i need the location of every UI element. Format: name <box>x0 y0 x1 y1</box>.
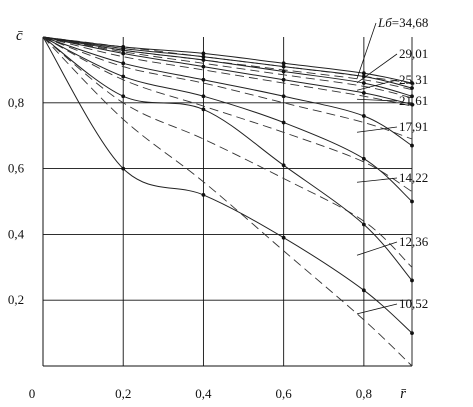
series-line <box>42 36 413 89</box>
series-label: 14,22 <box>399 170 428 185</box>
data-point <box>410 278 414 283</box>
x-axis-label: r̄ <box>400 386 406 402</box>
y-tick-label: 0,2 <box>8 292 24 307</box>
series-line-dashed <box>42 36 413 367</box>
series-line-dashed <box>42 36 413 99</box>
data-point <box>410 94 414 99</box>
series-line <box>42 36 413 202</box>
series-line-dashed <box>42 36 413 107</box>
markers <box>121 44 414 335</box>
data-point <box>201 54 206 59</box>
data-point <box>281 163 286 168</box>
series-line-dashed <box>42 36 413 91</box>
data-point <box>281 235 286 240</box>
series-leader-line <box>356 79 398 91</box>
data-point <box>361 81 366 85</box>
data-point <box>361 222 366 227</box>
x-tick-label: 0,2 <box>115 386 131 401</box>
data-point <box>410 102 414 107</box>
data-point <box>201 107 206 112</box>
series-line-dashed <box>42 36 413 268</box>
series-label: 25,31 <box>399 72 428 87</box>
series-leader-line <box>356 177 398 183</box>
data-point <box>201 58 206 62</box>
origin-label: 0 <box>29 386 36 401</box>
data-point <box>201 94 206 99</box>
series-line-dashed <box>42 36 413 140</box>
grid <box>42 37 413 367</box>
series-leader-line <box>356 126 398 133</box>
x-tick-label: 0,8 <box>356 386 372 401</box>
data-point <box>361 114 366 118</box>
tick-labels: 0,2 0,4 0,6 0,8 0,2 0,4 0,6 0,8 <box>8 95 372 401</box>
series-label: 21,61 <box>399 93 428 108</box>
data-point <box>410 86 414 90</box>
data-point <box>410 199 414 204</box>
data-point <box>121 48 126 53</box>
series-lines <box>42 36 413 367</box>
data-point <box>201 77 206 82</box>
series-label: 29,01 <box>399 46 428 61</box>
x-tick-label: 0,6 <box>276 386 293 401</box>
data-point <box>281 94 286 99</box>
data-point <box>281 77 286 82</box>
x-tick-label: 0,4 <box>195 386 212 401</box>
data-point <box>281 120 286 125</box>
series-label: 12,36 <box>399 234 429 249</box>
data-point <box>281 69 286 74</box>
series-leader-line <box>356 241 398 256</box>
data-point <box>121 94 126 99</box>
series-line-dashed <box>42 36 413 192</box>
data-point <box>410 143 414 148</box>
data-point <box>361 288 366 293</box>
data-point <box>361 91 366 95</box>
data-point <box>201 64 206 69</box>
data-point <box>121 51 126 56</box>
data-point <box>121 61 126 66</box>
data-point <box>410 81 414 85</box>
y-axis-label: c̄ <box>16 28 23 44</box>
data-point <box>201 193 206 197</box>
series-leader-line <box>356 22 377 79</box>
y-tick-label: 0,4 <box>8 226 25 241</box>
series-label: 10,52 <box>399 296 428 311</box>
series-label: Lб=34,68 <box>377 15 428 30</box>
data-point <box>361 71 366 76</box>
data-point <box>361 156 366 161</box>
series-labels: Lб=34,68 29,01 25,31 21,61 17,91 14,22 12,36 10… <box>356 15 429 315</box>
series-label: 17,91 <box>399 119 428 134</box>
data-point <box>410 331 414 335</box>
y-tick-label: 0,8 <box>8 95 24 110</box>
series-leader-line <box>356 303 398 315</box>
data-point <box>121 166 126 171</box>
data-point <box>281 61 286 66</box>
data-point <box>121 74 126 79</box>
series-leader-line <box>356 98 398 102</box>
data-point <box>201 51 206 56</box>
series-leader-line <box>356 53 398 84</box>
data-point <box>281 64 286 69</box>
y-tick-label: 0,6 <box>8 161 25 176</box>
